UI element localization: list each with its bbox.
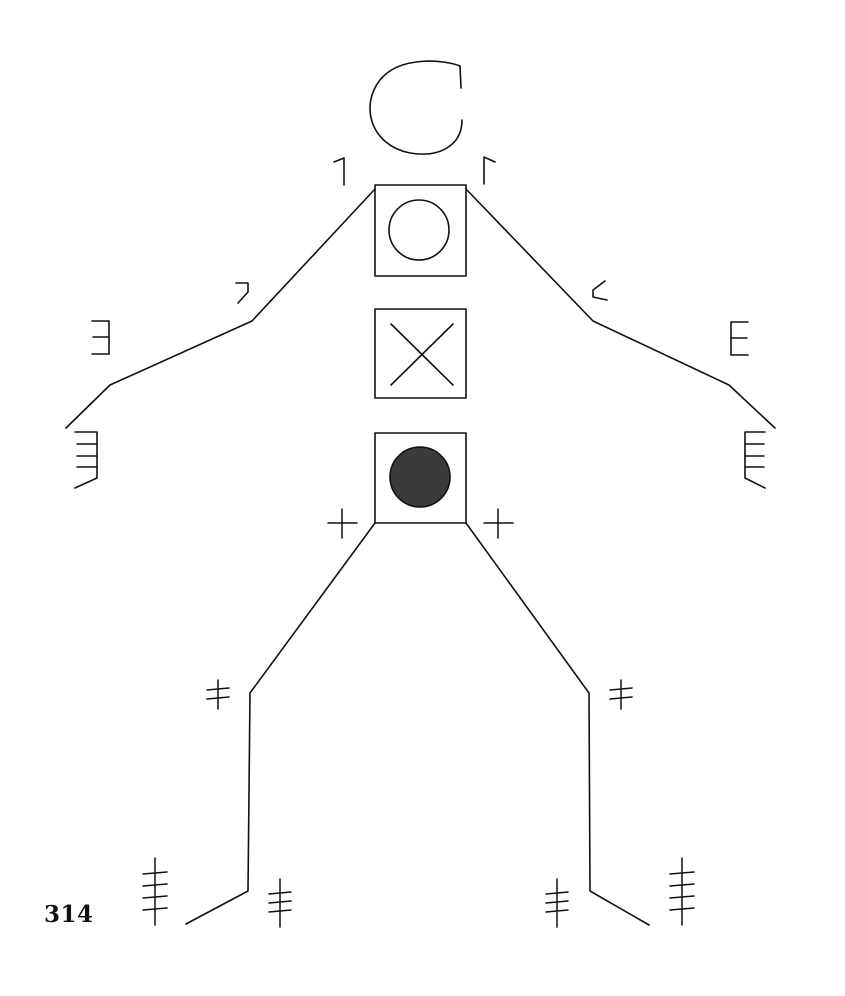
head-open-circle-icon [369, 60, 463, 155]
right-ankle-mark [545, 878, 569, 928]
left-ankle-mark [268, 878, 292, 928]
right-wrist-mark [730, 321, 749, 356]
right-elbow-mark [592, 280, 608, 301]
right-leg [465, 522, 650, 926]
left-hip-plus-mark [327, 508, 358, 539]
left-foot-mark [142, 857, 168, 926]
left-hand-mark [74, 431, 98, 489]
right-shoulder-mark [483, 156, 496, 185]
left-elbow-mark [235, 282, 249, 304]
right-foot-mark [669, 857, 695, 926]
pelvis-filled-circle-in-square-icon [374, 432, 467, 524]
chest-circle-in-square-icon [374, 184, 467, 277]
left-wrist-mark [91, 320, 110, 355]
right-hand-mark [744, 431, 766, 489]
right-knee-mark [609, 679, 633, 710]
left-knee-mark [206, 679, 230, 710]
left-shoulder-mark [333, 157, 345, 186]
page-number: 314 [44, 901, 94, 928]
right-arm [465, 188, 776, 429]
left-arm [65, 188, 376, 429]
left-leg [185, 522, 376, 925]
right-hip-plus-mark [483, 508, 514, 539]
belly-x-in-square-icon [374, 308, 467, 399]
